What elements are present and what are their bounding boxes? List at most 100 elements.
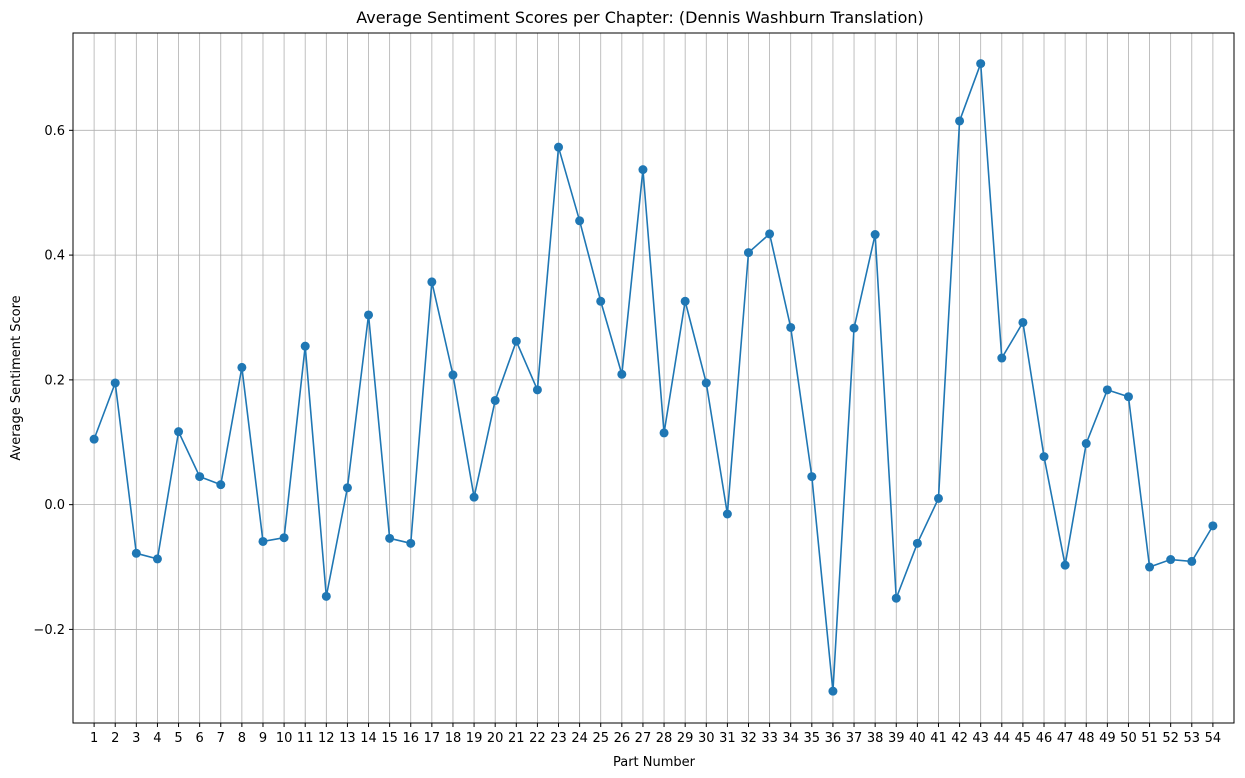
data-point (490, 395, 500, 405)
x-tick-label: 17 (424, 731, 441, 746)
data-point (511, 336, 521, 346)
x-tick-label: 15 (381, 731, 398, 746)
y-tick-label: 0.4 (44, 249, 65, 264)
x-tick-label: 9 (259, 731, 267, 746)
x-tick-label: 34 (782, 731, 799, 746)
x-tick-label: 1 (90, 731, 98, 746)
x-tick-label: 36 (825, 731, 842, 746)
x-tick-label: 39 (888, 731, 905, 746)
data-point (765, 229, 775, 239)
x-tick-label: 23 (550, 731, 567, 746)
data-point (448, 370, 458, 380)
x-tick-label: 4 (153, 731, 161, 746)
x-tick-label: 49 (1099, 731, 1116, 746)
data-point (406, 538, 416, 548)
x-tick-label: 16 (402, 731, 419, 746)
data-point (237, 362, 247, 372)
y-tick-label: 0.0 (44, 498, 65, 513)
x-tick-label: 51 (1141, 731, 1158, 746)
data-point (152, 554, 162, 564)
data-point (575, 216, 585, 226)
data-point (1123, 392, 1133, 402)
data-point (955, 116, 965, 126)
data-point (976, 59, 986, 69)
x-tick-label: 24 (571, 731, 588, 746)
data-point (701, 378, 711, 388)
x-tick-label: 42 (951, 731, 968, 746)
x-tick-label: 38 (867, 731, 884, 746)
x-tick-label: 29 (677, 731, 694, 746)
x-tick-label: 27 (635, 731, 652, 746)
data-point (131, 548, 141, 558)
data-point (1102, 385, 1112, 395)
data-point (174, 427, 184, 437)
x-tick-label: 21 (508, 731, 525, 746)
x-tick-label: 10 (276, 731, 293, 746)
x-tick-label: 8 (238, 731, 246, 746)
y-tick-label: −0.2 (33, 623, 65, 638)
x-tick-label: 41 (930, 731, 947, 746)
data-point (680, 296, 690, 306)
data-point (870, 230, 880, 240)
x-tick-label: 7 (217, 731, 225, 746)
x-axis-label: Part Number (613, 755, 696, 770)
data-point (364, 310, 374, 320)
x-tick-label: 18 (445, 731, 462, 746)
data-point (1039, 452, 1049, 462)
data-point (659, 428, 669, 438)
x-tick-label: 2 (111, 731, 119, 746)
x-tick-label: 30 (698, 731, 715, 746)
data-point (912, 538, 922, 548)
data-point (469, 492, 479, 502)
data-point (933, 493, 943, 503)
grid (73, 33, 1234, 723)
x-tick-label: 3 (132, 731, 140, 746)
data-point (849, 323, 859, 333)
x-tick-label: 47 (1057, 731, 1074, 746)
x-tick-label: 28 (656, 731, 673, 746)
data-point (427, 277, 437, 287)
x-tick-label: 22 (529, 731, 546, 746)
x-tick-label: 33 (761, 731, 778, 746)
data-point (807, 472, 817, 482)
x-tick-label: 11 (297, 731, 314, 746)
data-point (1081, 439, 1091, 449)
y-axis-label: Average Sentiment Score (9, 295, 24, 460)
x-tick-label: 32 (740, 731, 757, 746)
data-point (385, 533, 395, 543)
data-point (1187, 556, 1197, 566)
x-tick-label: 13 (339, 731, 356, 746)
x-tick-label: 43 (972, 731, 989, 746)
data-point (216, 480, 226, 490)
x-tick-label: 20 (487, 731, 504, 746)
x-tick-label: 40 (909, 731, 926, 746)
y-tick-label: 0.6 (44, 124, 65, 139)
data-point (891, 593, 901, 603)
x-tick-label: 5 (174, 731, 182, 746)
x-tick-label: 45 (1015, 731, 1032, 746)
data-point (1166, 555, 1176, 565)
data-point (89, 434, 99, 444)
x-tick-label: 6 (196, 731, 204, 746)
data-point (722, 509, 732, 519)
data-point (1018, 317, 1028, 327)
data-point (638, 165, 648, 175)
data-point (110, 378, 120, 388)
data-point (828, 686, 838, 696)
x-tick-label: 53 (1184, 731, 1201, 746)
data-point (596, 296, 606, 306)
data-point (532, 385, 542, 395)
data-point (300, 341, 310, 351)
data-point (743, 248, 753, 258)
data-point (258, 536, 268, 546)
data-point (321, 591, 331, 601)
data-point (1145, 562, 1155, 572)
x-tick-label: 54 (1205, 731, 1222, 746)
x-tick-label: 48 (1078, 731, 1095, 746)
x-tick-label: 37 (846, 731, 863, 746)
data-point (554, 142, 564, 152)
chart-title: Average Sentiment Scores per Chapter: (D… (356, 8, 924, 27)
x-tick-label: 25 (592, 731, 609, 746)
y-tick-label: 0.2 (44, 373, 65, 388)
x-tick-label: 14 (360, 731, 377, 746)
